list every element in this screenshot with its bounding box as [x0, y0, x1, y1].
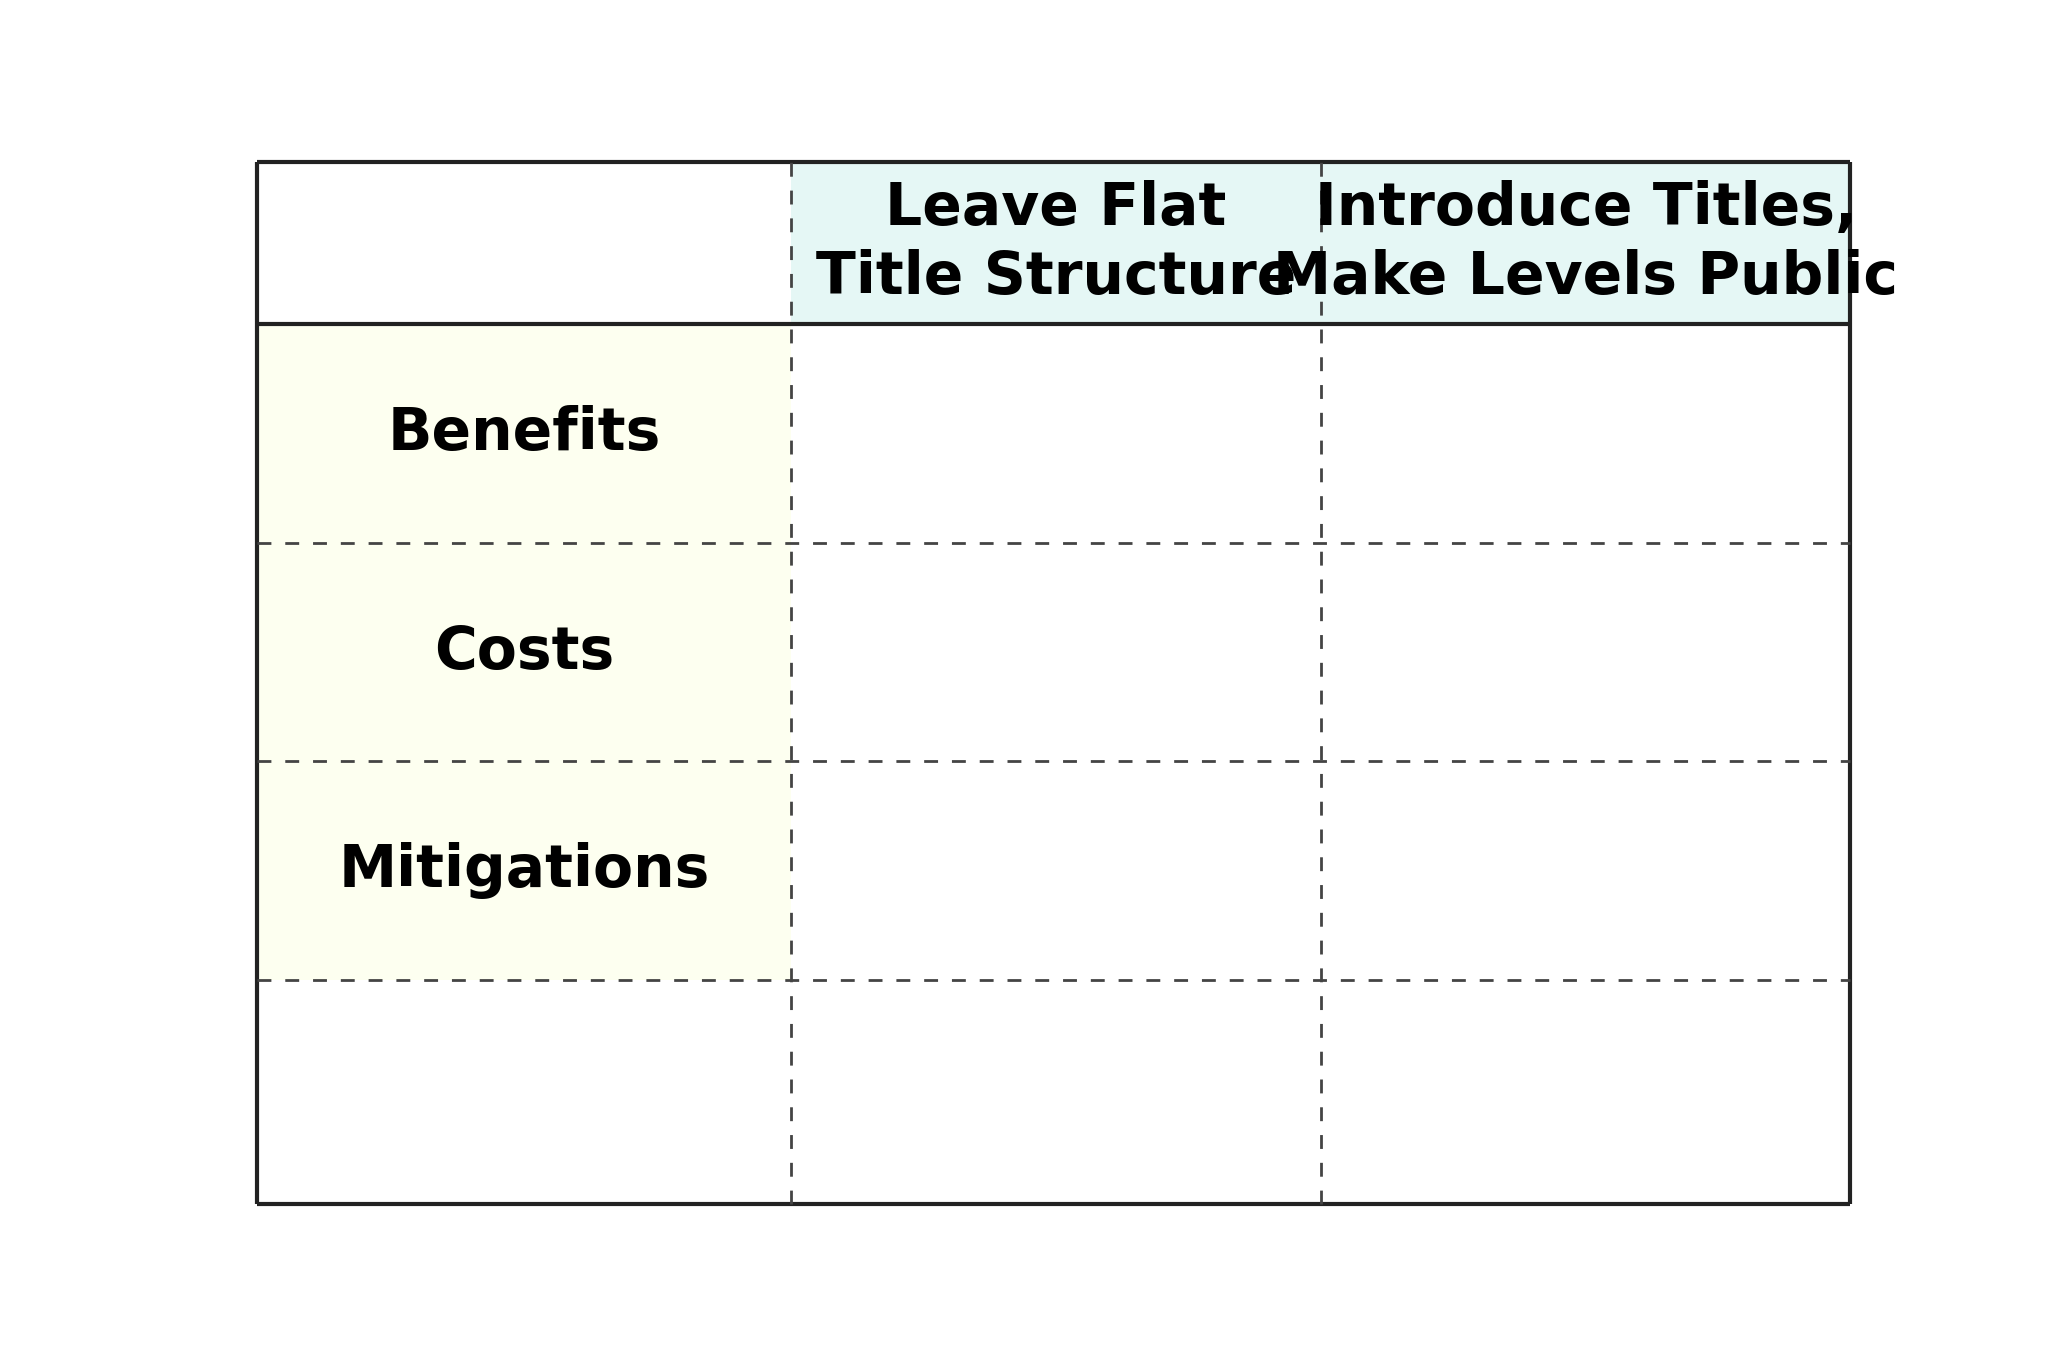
Text: Costs: Costs [434, 624, 615, 681]
Text: Introduce Titles,
Make Levels Public: Introduce Titles, Make Levels Public [1273, 180, 1898, 306]
Text: Mitigations: Mitigations [337, 843, 709, 900]
Bar [792, 162, 1850, 323]
Text: Benefits: Benefits [387, 405, 660, 461]
Text: Leave Flat
Title Structure: Leave Flat Title Structure [816, 180, 1295, 306]
Bar [257, 323, 792, 980]
